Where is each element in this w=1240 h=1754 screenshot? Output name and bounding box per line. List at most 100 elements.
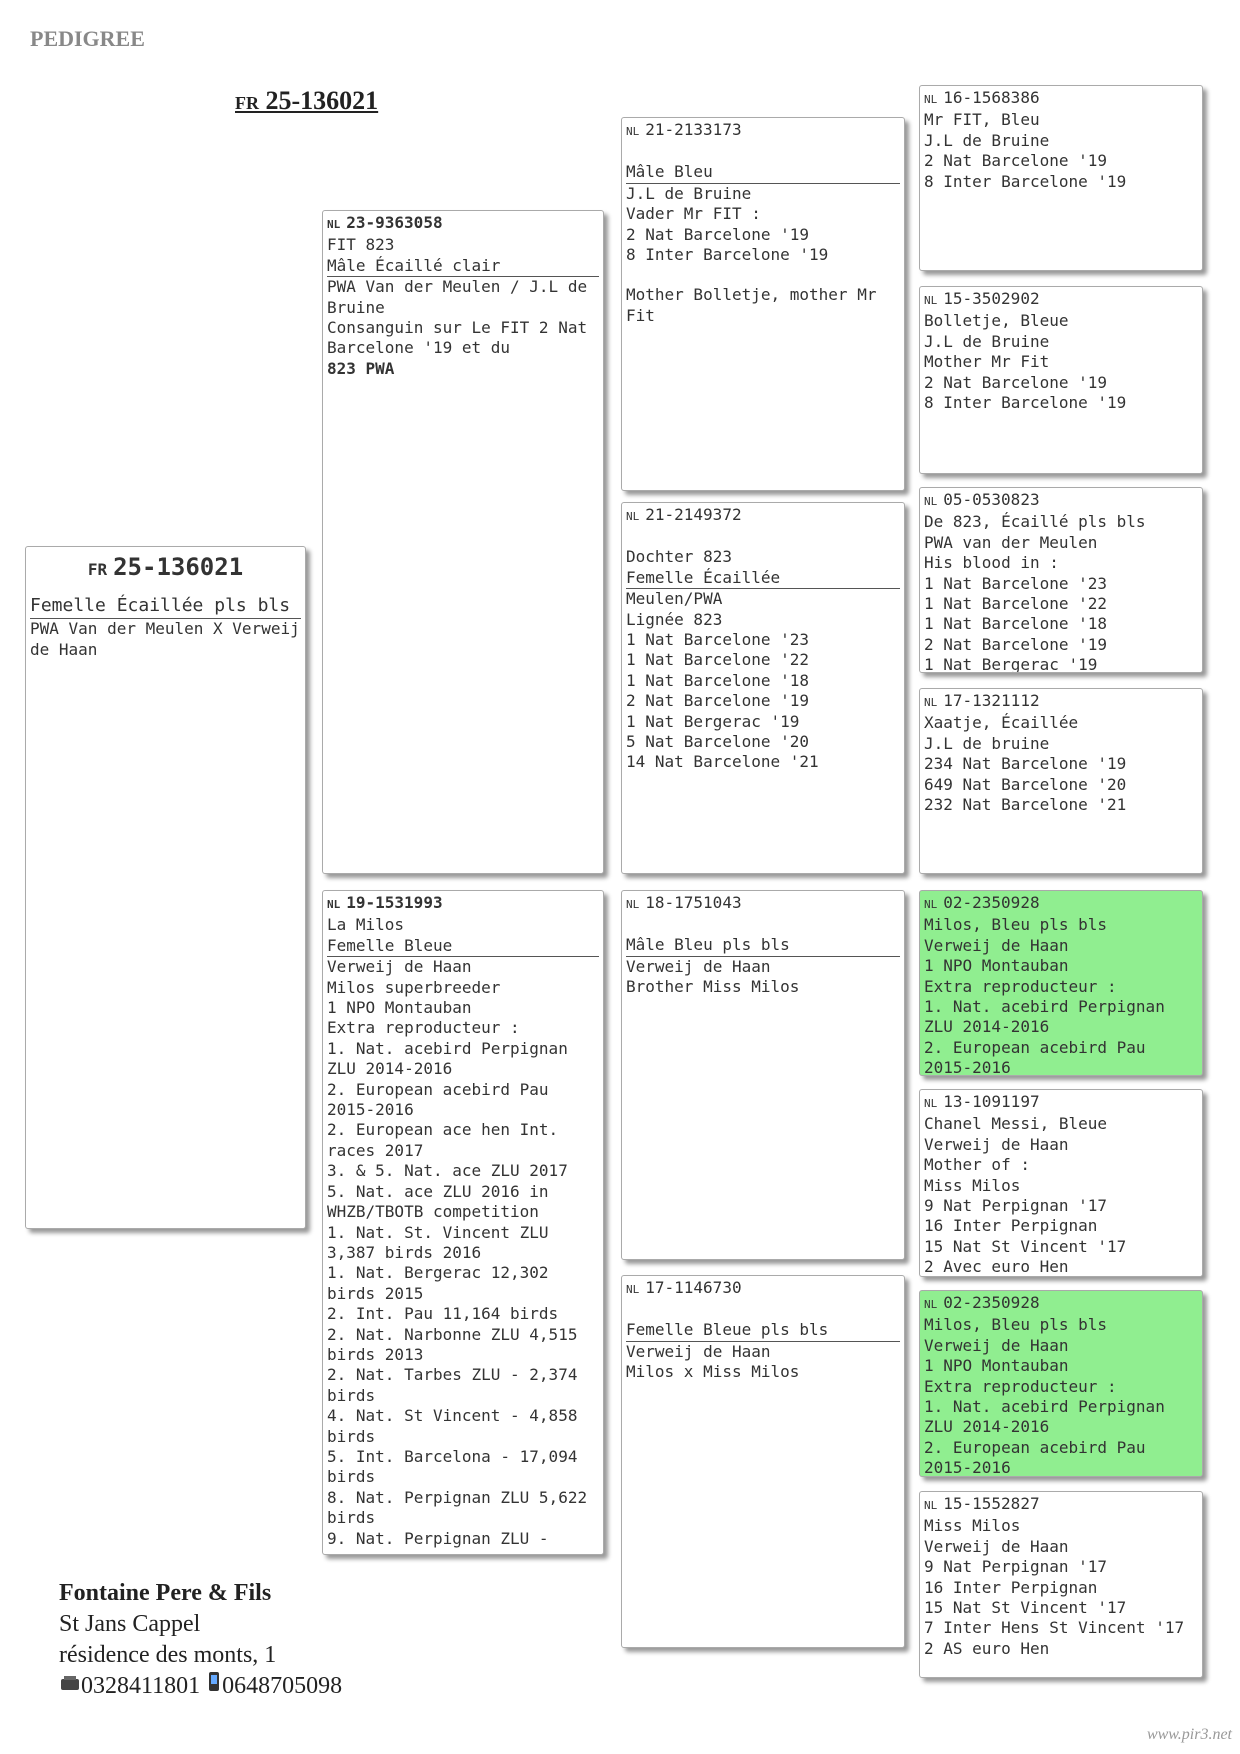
detail-line: 1. Nat. Bergerac 12,302 birds 2015: [327, 1263, 549, 1303]
detail-line: Milos x Miss Milos: [626, 1362, 800, 1382]
detail-line: Milos, Bleu pls bls: [924, 915, 1108, 935]
detail-line: 7 Inter Hens St Vincent '17: [924, 1618, 1185, 1638]
ring-number: 17-1321112: [943, 691, 1040, 710]
header: Femelle Écaillée pls bls: [30, 594, 301, 620]
ring-number: 15-1552827: [943, 1494, 1040, 1513]
ring-line: NL 17-1146730: [626, 1278, 900, 1300]
detail-line: 1. Nat. acebird Perpignan ZLU 2014-2016: [924, 1397, 1165, 1437]
ring-number: 02-2350928: [943, 893, 1040, 912]
pedigree-box: NL 23-9363058 FIT 823 Mâle Écaillé clair PWA…: [322, 210, 604, 874]
detail-line: His blood in :: [924, 553, 1059, 573]
header: La Milos Femelle Bleue: [327, 915, 599, 958]
ring-line: NL 15-1552827: [924, 1494, 1198, 1516]
detail-line: Vader Mr FIT :: [626, 204, 761, 224]
country: NL: [924, 1499, 938, 1512]
detail-line: 15 Nat St Vincent '17: [924, 1598, 1127, 1618]
detail-line: 232 Nat Barcelone '21: [924, 795, 1127, 815]
detail-line: Extra reproducteur :: [327, 1018, 520, 1038]
ring-line: NL 17-1321112: [924, 691, 1198, 713]
detail-line: 2 Nat Barcelone '19: [626, 691, 810, 711]
detail-line: Verweij de Haan: [924, 1134, 1069, 1154]
ring-number: 19-1531993: [346, 893, 443, 912]
detail-line: Milos, Bleu pls bls: [924, 1315, 1108, 1335]
detail-line: 9. Nat. Perpignan ZLU -: [327, 1528, 549, 1548]
detail-line: 15 Nat St Vincent '17: [924, 1236, 1127, 1256]
ring-line: NL 16-1568386: [924, 88, 1198, 110]
detail-line: Meulen/PWA: [626, 589, 723, 609]
detail-line: J.L de bruine: [924, 733, 1050, 753]
detail-line: Mother Mr Fit: [924, 352, 1050, 372]
detail-line: 2. Nat. Narbonne ZLU 4,515 birds 2013: [327, 1324, 578, 1364]
detail-line: Mr FIT, Bleu: [924, 110, 1040, 130]
detail-line: 2. Int. Pau 11,164 birds: [327, 1304, 559, 1324]
pedigree-box: NL 21-2149372 Dochter 823 Femelle Écaillée M…: [621, 502, 905, 874]
header: Mâle Bleu: [626, 162, 900, 184]
detail-line: Extra reproducteur :: [924, 976, 1117, 996]
detail-line: 1 Nat Barcelone '23: [924, 573, 1108, 593]
pedigree-box: FR 25-136021 Femelle Écaillée pls bls PWA V…: [25, 546, 306, 1229]
detail-line: Milos superbreeder: [327, 977, 501, 997]
ring-number: 25-136021: [113, 553, 244, 581]
header: Mâle Bleu pls bls: [626, 935, 900, 957]
pedigree-box: NL 16-1568386 Mr FIT, Bleu J.L de Bruine 2 N…: [919, 85, 1203, 271]
note: Mother Bolletje, mother Mr Fit: [626, 285, 877, 325]
ring-number: 02-2350928: [943, 1293, 1040, 1312]
detail-line: 2 Nat Barcelone '19: [626, 224, 810, 244]
ring-line: NL 15-3502902: [924, 289, 1198, 311]
detail-line: Verweij de Haan: [924, 935, 1069, 955]
owner: Fontaine Pere & Fils St Jans Cappel rési…: [59, 1578, 342, 1702]
detail-line: 2 AS euro Hen: [924, 1638, 1050, 1658]
header-line: Femelle Écaillée pls bls: [30, 595, 291, 617]
ring-line: NL 02-2350928: [924, 1293, 1198, 1315]
detail-line: 4. Nat. St Vincent - 4,858 birds: [327, 1406, 578, 1446]
detail-line: Verweij de Haan: [924, 1335, 1069, 1355]
detail-line: 14 Nat Barcelone '21: [626, 752, 819, 772]
ring-number: 15-3502902: [943, 289, 1040, 308]
detail-line: Miss Milos: [924, 1175, 1021, 1195]
emphasis: 823 PWA: [327, 358, 395, 378]
ring-line: NL 02-2350928: [924, 893, 1198, 915]
watermark: www.pir3.net: [1146, 1726, 1232, 1743]
pedigree-box: NL 02-2350928 Milos, Bleu pls bls Verweij d…: [919, 890, 1203, 1076]
ring-number: 21-2149372: [645, 505, 742, 524]
detail-line: 1 NPO Montauban: [924, 1356, 1069, 1376]
detail-line: Chanel Messi, Bleue: [924, 1114, 1108, 1134]
detail-line: Verweij de Haan: [626, 1341, 771, 1361]
header: FIT 823 Mâle Écaillé clair: [327, 235, 599, 278]
detail-line: J.L de Bruine: [626, 183, 752, 203]
ring-number: 16-1568386: [943, 88, 1040, 107]
owner-address: résidence des monts, 1: [59, 1642, 277, 1668]
ring-line: NL 19-1531993: [327, 893, 599, 915]
pedigree-box: NL 21-2133173 Mâle Bleu J.L de Bruine Vader …: [621, 117, 905, 491]
header-line: La Milos: [327, 915, 405, 935]
detail-line: Extra reproducteur :: [924, 1376, 1117, 1396]
owner-phones: 0328411801 0648705098: [59, 1671, 342, 1702]
detail-line: 2. Nat. Tarbes ZLU - 2,374 birds: [327, 1365, 578, 1405]
detail-line: 2 Nat Barcelone '19: [924, 634, 1108, 654]
pedigree-box: NL 18-1751043 Mâle Bleu pls bls Verweij de …: [621, 890, 905, 1260]
pedigree-box: NL 05-0530823 De 823, Écaillé pls bls PWA v…: [919, 487, 1203, 673]
phone-icon: [61, 1676, 79, 1690]
detail-line: Verweij de Haan: [924, 1536, 1069, 1556]
detail-line: 1 NPO Montauban: [327, 998, 472, 1018]
detail-line: 8 Inter Barcelone '19: [626, 245, 829, 265]
ring-line: NL 18-1751043: [626, 893, 900, 915]
detail-line: 1 Nat Barcelone '18: [924, 614, 1108, 634]
ring-number: 23-9363058: [346, 213, 443, 232]
ring-number: 05-0530823: [943, 490, 1040, 509]
detail-line: 2 Avec euro Hen: [924, 1257, 1069, 1277]
phone: 0328411801: [81, 1673, 201, 1699]
detail-line: J.L de Bruine: [924, 331, 1050, 351]
country: FR: [235, 93, 259, 113]
pedigree-box: NL 17-1146730 Femelle Bleue pls bls Verweij…: [621, 1275, 905, 1648]
detail-line: 1 Nat Barcelone '22: [626, 650, 810, 670]
ring-line: FR 25-136021: [30, 555, 301, 580]
detail-line: 8 Inter Barcelone '19: [924, 171, 1127, 191]
detail-line: 2. European acebird Pau 2015-2016: [924, 1037, 1146, 1076]
detail-line: 1 Nat Bergerac '19: [924, 655, 1098, 673]
country: NL: [626, 1283, 640, 1296]
country: NL: [924, 1298, 938, 1311]
page-title: PEDIGREE: [30, 26, 145, 51]
country: FR: [87, 560, 108, 579]
